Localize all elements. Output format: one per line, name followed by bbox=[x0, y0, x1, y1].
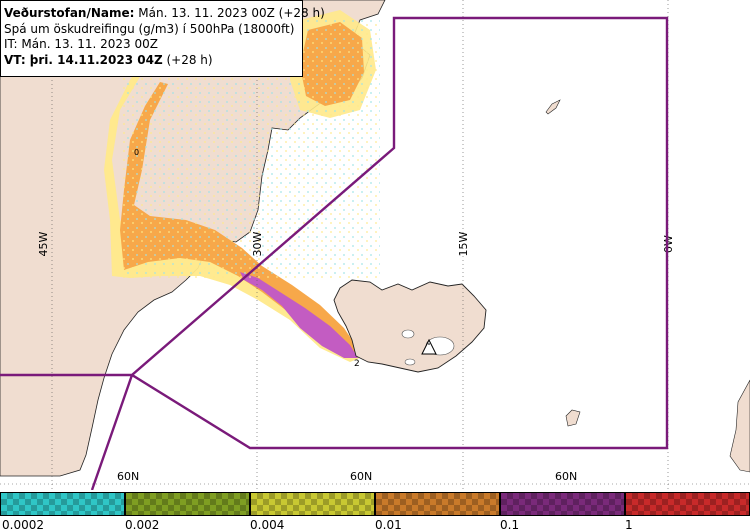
legend-swatch-5 bbox=[500, 492, 625, 516]
lon-label-45w: 45W bbox=[37, 231, 50, 256]
concentration-legend: 0.0002 0.002 0.004 0.01 0.1 1 bbox=[0, 490, 750, 532]
lon-label-0w: 0W bbox=[662, 235, 675, 253]
ash-area-high bbox=[240, 272, 358, 358]
info-source-label: Veðurstofan/Name: bbox=[4, 6, 135, 20]
island-jan-mayen bbox=[545, 99, 561, 115]
glacier-myrdalsjokull bbox=[404, 358, 416, 366]
legend-swatch-2 bbox=[125, 492, 250, 516]
marker-zero: 0 bbox=[134, 148, 139, 157]
lat-label-60n-2: 60N bbox=[350, 470, 372, 483]
legend-swatch-1 bbox=[0, 492, 125, 516]
lat-label-60n-1: 60N bbox=[117, 470, 139, 483]
legend-swatch-3 bbox=[250, 492, 375, 516]
lon-label-30w: 30W bbox=[251, 231, 264, 256]
info-line-issue-time: IT: Mán. 13. 11. 2023 00Z bbox=[4, 37, 158, 51]
legend-label-2: 0.002 bbox=[125, 518, 160, 532]
legend-swatch-4 bbox=[375, 492, 500, 516]
legend-label-5: 0.1 bbox=[500, 518, 520, 532]
info-run-time: Mán. 13. 11. 2023 00Z (+28 h) bbox=[134, 6, 325, 20]
island-faroe bbox=[565, 409, 581, 427]
forecast-info-box: Veðurstofan/Name: Mán. 13. 11. 2023 00Z … bbox=[0, 0, 325, 77]
volcano-icon bbox=[421, 338, 437, 355]
info-valid-label: VT: þri. 14.11.2023 04Z bbox=[4, 52, 163, 67]
marker-two: 2 bbox=[354, 359, 360, 369]
norway-coast bbox=[729, 379, 750, 473]
info-valid-offset: (+28 h) bbox=[162, 52, 213, 67]
info-line-valid-time: VT: þri. 14.11.2023 04Z (+28 h) bbox=[4, 53, 299, 69]
legend-label-3: 0.004 bbox=[250, 518, 285, 532]
legend-label-6: 1 bbox=[625, 518, 633, 532]
legend-swatch-6 bbox=[625, 492, 750, 516]
legend-label-4: 0.01 bbox=[375, 518, 402, 532]
lat-label-60n-3: 60N bbox=[555, 470, 577, 483]
fir-boundary bbox=[0, 16, 669, 490]
info-line-product: Spá um öskudreifingu (g/m3) í 500hPa (18… bbox=[4, 21, 295, 36]
lon-label-15w: 15W bbox=[457, 231, 470, 256]
glacier-langjokull bbox=[401, 329, 415, 339]
ash-forecast-map: 45W 30W 15W 0W 60N 60N 60N 0 2 bbox=[0, 0, 750, 490]
info-line-name: Veðurstofan/Name: Mán. 13. 11. 2023 00Z … bbox=[4, 6, 325, 22]
legend-label-1: 0.0002 bbox=[2, 518, 44, 532]
